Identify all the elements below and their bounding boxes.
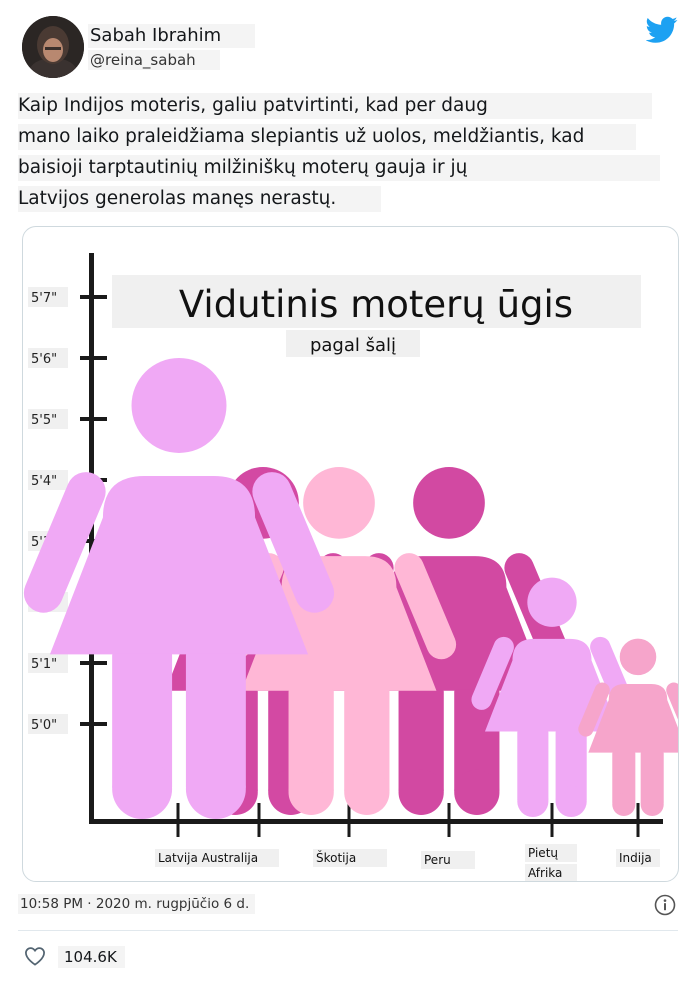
display-name[interactable]: Sabah Ibrahim: [88, 24, 256, 48]
x-tick: [176, 803, 180, 837]
category-label-bg: [421, 851, 475, 869]
chart-title-bg: [112, 275, 641, 328]
y-tick: [80, 356, 107, 360]
user-handle[interactable]: @reina_sabah: [88, 50, 220, 70]
tweet-text-line: Kaip Indijos moteris, galiu patvirtinti,…: [18, 93, 652, 119]
category-label: Škotija: [316, 850, 356, 865]
y-axis: [89, 253, 94, 823]
x-tick: [257, 803, 261, 837]
avatar[interactable]: [22, 16, 84, 78]
category-label-bg: [313, 849, 387, 867]
chart-subtitle: pagal šalį: [310, 335, 396, 356]
avatar-portrait-image: [22, 16, 84, 78]
info-icon[interactable]: [654, 894, 676, 916]
y-tick-label: 5'1": [31, 657, 57, 672]
category-label: Pietų: [528, 846, 558, 860]
y-tick-label-bg: [28, 287, 68, 307]
media-card[interactable]: Vidutinis moterų ūgis pagal šalį 5'0" 5'1" 5…: [22, 226, 679, 882]
divider: [18, 930, 678, 931]
y-tick-label: 5'6": [31, 352, 57, 367]
x-tick: [347, 803, 351, 837]
chart-subtitle-bg: [286, 330, 420, 357]
x-tick: [636, 803, 640, 837]
y-tick-label: 5'5": [31, 413, 57, 428]
category-label-bg: [155, 849, 279, 867]
tweet-text-line: Latvijos generolas manęs nerastų.: [18, 186, 381, 212]
y-tick-label-bg: [28, 409, 68, 429]
height-chart: Vidutinis moterų ūgis pagal šalį 5'0" 5'1" 5…: [23, 253, 678, 881]
category-label: Afrika: [528, 866, 562, 880]
y-tick: [80, 539, 107, 543]
x-tick: [550, 803, 554, 837]
y-tick-label-bg: [28, 653, 68, 673]
category-label-bg: [525, 864, 577, 881]
like-count[interactable]: 104.6K: [58, 946, 125, 968]
category-label: Latvija Australija: [158, 851, 258, 865]
y-tick-label: 5'7": [31, 291, 57, 306]
x-axis: [89, 819, 663, 824]
tweet-text-line: mano laiko praleidžiama slepiantis už uo…: [18, 124, 636, 150]
woman-figure-5: [578, 638, 678, 816]
x-tick: [447, 803, 451, 837]
chart-title: Vidutinis moterų ūgis: [179, 283, 573, 326]
y-tick-label-bg: [28, 470, 68, 490]
y-tick-label-bg: [28, 714, 68, 734]
category-label: Indija: [619, 851, 652, 865]
y-tick-label: 5'0": [31, 718, 57, 733]
y-tick: [80, 295, 107, 299]
y-tick: [80, 722, 107, 726]
category-label: Peru: [424, 853, 451, 867]
y-tick-label: 5'4": [31, 474, 57, 489]
y-tick-label-bg: [28, 348, 68, 368]
y-tick: [80, 417, 107, 421]
tweet-text-line: baisioji tarptautinių milžiniškų moterų …: [18, 155, 660, 181]
heart-icon[interactable]: [24, 946, 46, 966]
y-tick: [80, 661, 107, 665]
woman-figure-0: [23, 358, 335, 819]
category-label-bg: [616, 849, 660, 867]
tweet-timestamp[interactable]: 10:58 PM · 2020 m. rugpjūčio 6 d.: [18, 894, 256, 914]
twitter-bird-icon[interactable]: [646, 16, 678, 44]
category-label-bg: [525, 844, 577, 862]
